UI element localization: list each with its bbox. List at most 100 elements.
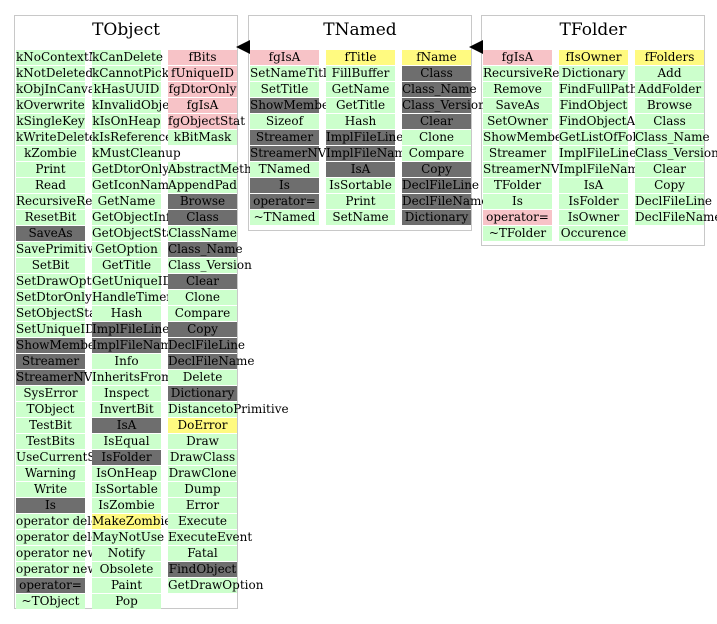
- member-cell: Paint: [92, 578, 161, 593]
- member-cell: HandleTimer: [92, 290, 173, 305]
- member-cell: GetDtorOnly: [92, 162, 170, 177]
- member-cell: operator new: [16, 546, 98, 561]
- member-cell: fgObjectStat: [168, 114, 246, 129]
- member-cell: Execute: [168, 514, 237, 529]
- member-cell: ExecuteEvent: [168, 530, 253, 545]
- member-cell: IsOnHeap: [92, 466, 161, 481]
- member-cell: fgIsA: [483, 50, 552, 65]
- member-cell: fgIsA: [250, 50, 319, 65]
- member-cell: GetTitle: [92, 258, 161, 273]
- member-cell: ImplFileName: [92, 338, 179, 353]
- member-cell: InvertBit: [92, 402, 161, 417]
- member-cell: Class_Version: [168, 258, 252, 273]
- member-cell: StreamerNVirtual: [483, 162, 593, 177]
- member-cell: FindObject: [168, 562, 237, 577]
- member-cell: Is: [483, 194, 552, 209]
- member-cell: Clone: [168, 290, 237, 305]
- class-panel-tfolder: [481, 15, 705, 246]
- member-cell: kNotDeleted: [16, 66, 94, 81]
- member-cell: GetName: [326, 82, 395, 97]
- member-cell: StreamerNVirtual: [250, 146, 360, 161]
- member-cell: SaveAs: [483, 98, 552, 113]
- class-title-tfolder: TFolder: [559, 20, 627, 40]
- member-cell: SetNameTitle: [250, 66, 334, 81]
- member-cell: kCanDelete: [92, 50, 163, 65]
- member-cell: operator=: [250, 194, 319, 209]
- member-cell: TestBits: [16, 434, 85, 449]
- member-cell: DrawClass: [168, 450, 237, 465]
- member-cell: ResetBit: [16, 210, 85, 225]
- member-cell: fgIsA: [168, 98, 237, 113]
- member-cell: Fatal: [168, 546, 237, 561]
- member-cell: Is: [250, 178, 319, 193]
- member-cell: Is: [16, 498, 85, 513]
- member-cell: ImplFileName: [326, 146, 413, 161]
- member-cell: Warning: [16, 466, 85, 481]
- member-cell: GetIconName: [92, 178, 177, 193]
- inheritance-arrow-tnamed-to-tobject: [236, 40, 250, 54]
- member-cell: MakeZombie: [92, 514, 172, 529]
- member-cell: StreamerNVirtual: [16, 370, 126, 385]
- member-cell: SetUniqueID: [16, 322, 95, 337]
- member-cell: SetOwner: [483, 114, 552, 129]
- member-cell: [168, 146, 237, 161]
- member-cell: Info: [92, 354, 161, 369]
- member-cell: Print: [16, 162, 85, 177]
- member-cell: Delete: [168, 370, 237, 385]
- member-cell: kSingleKey: [16, 114, 85, 129]
- member-cell: IsEqual: [92, 434, 161, 449]
- member-cell: kWriteDelete: [16, 130, 97, 145]
- member-cell: ImplFileLine: [326, 130, 404, 145]
- member-cell: GetListOfFolders: [559, 130, 663, 145]
- member-cell: fUniqueID: [168, 66, 237, 81]
- member-cell: AbstractMethod: [168, 162, 267, 177]
- member-cell: TestBit: [16, 418, 85, 433]
- member-cell: Obsolete: [92, 562, 161, 577]
- member-cell: kMustCleanup: [92, 146, 181, 161]
- member-cell: ImplFileName: [559, 162, 646, 177]
- member-cell: IsFolder: [559, 194, 628, 209]
- member-cell: Clear: [635, 162, 704, 177]
- member-cell: Print: [326, 194, 395, 209]
- member-cell: Add: [635, 66, 704, 81]
- member-cell: operator delete[]: [16, 530, 120, 545]
- member-cell: IsOwner: [559, 210, 628, 225]
- member-cell: Draw: [168, 434, 237, 449]
- member-cell: Class_Version: [635, 146, 717, 161]
- class-title-tnamed: TNamed: [323, 20, 397, 40]
- member-cell: IsZombie: [92, 498, 161, 513]
- inheritance-arrow-tfolder-to-tnamed: [469, 40, 483, 54]
- member-cell: Occurence: [559, 226, 628, 241]
- member-cell: Sizeof: [250, 114, 319, 129]
- member-cell: ImplFileLine: [92, 322, 170, 337]
- member-cell: ~TFolder: [483, 226, 552, 241]
- member-cell: Streamer: [483, 146, 552, 161]
- member-cell: IsA: [559, 178, 628, 193]
- member-cell: MayNotUse: [92, 530, 165, 545]
- member-cell: RecursiveRemove: [483, 66, 592, 81]
- member-cell: SavePrimitive: [16, 242, 101, 257]
- member-cell: SaveAs: [16, 226, 85, 241]
- member-cell: UseCurrentStyle: [16, 450, 119, 465]
- member-cell: InheritsFrom: [92, 370, 173, 385]
- member-cell: TObject: [16, 402, 85, 417]
- member-cell: IsA: [92, 418, 161, 433]
- member-cell: Streamer: [16, 354, 85, 369]
- member-cell: DistancetoPrimitive: [168, 402, 289, 417]
- member-cell: Hash: [92, 306, 161, 321]
- member-cell: DeclFileLine: [402, 178, 480, 193]
- member-cell: IsA: [326, 162, 395, 177]
- member-cell: kInvalidObject: [92, 98, 181, 113]
- member-cell: Hash: [326, 114, 395, 129]
- member-cell: fTitle: [326, 50, 395, 65]
- member-cell: Compare: [402, 146, 471, 161]
- member-cell: kNoContextMenu: [16, 50, 124, 65]
- member-cell: GetName: [92, 194, 161, 209]
- member-cell: operator=: [483, 210, 552, 225]
- member-cell: Class_Name: [635, 130, 710, 145]
- member-cell: Dump: [168, 482, 237, 497]
- member-cell: GetObjectStat: [92, 226, 179, 241]
- class-panel-tnamed: [248, 15, 472, 231]
- member-cell: Write: [16, 482, 85, 497]
- member-cell: Dictionary: [168, 386, 237, 401]
